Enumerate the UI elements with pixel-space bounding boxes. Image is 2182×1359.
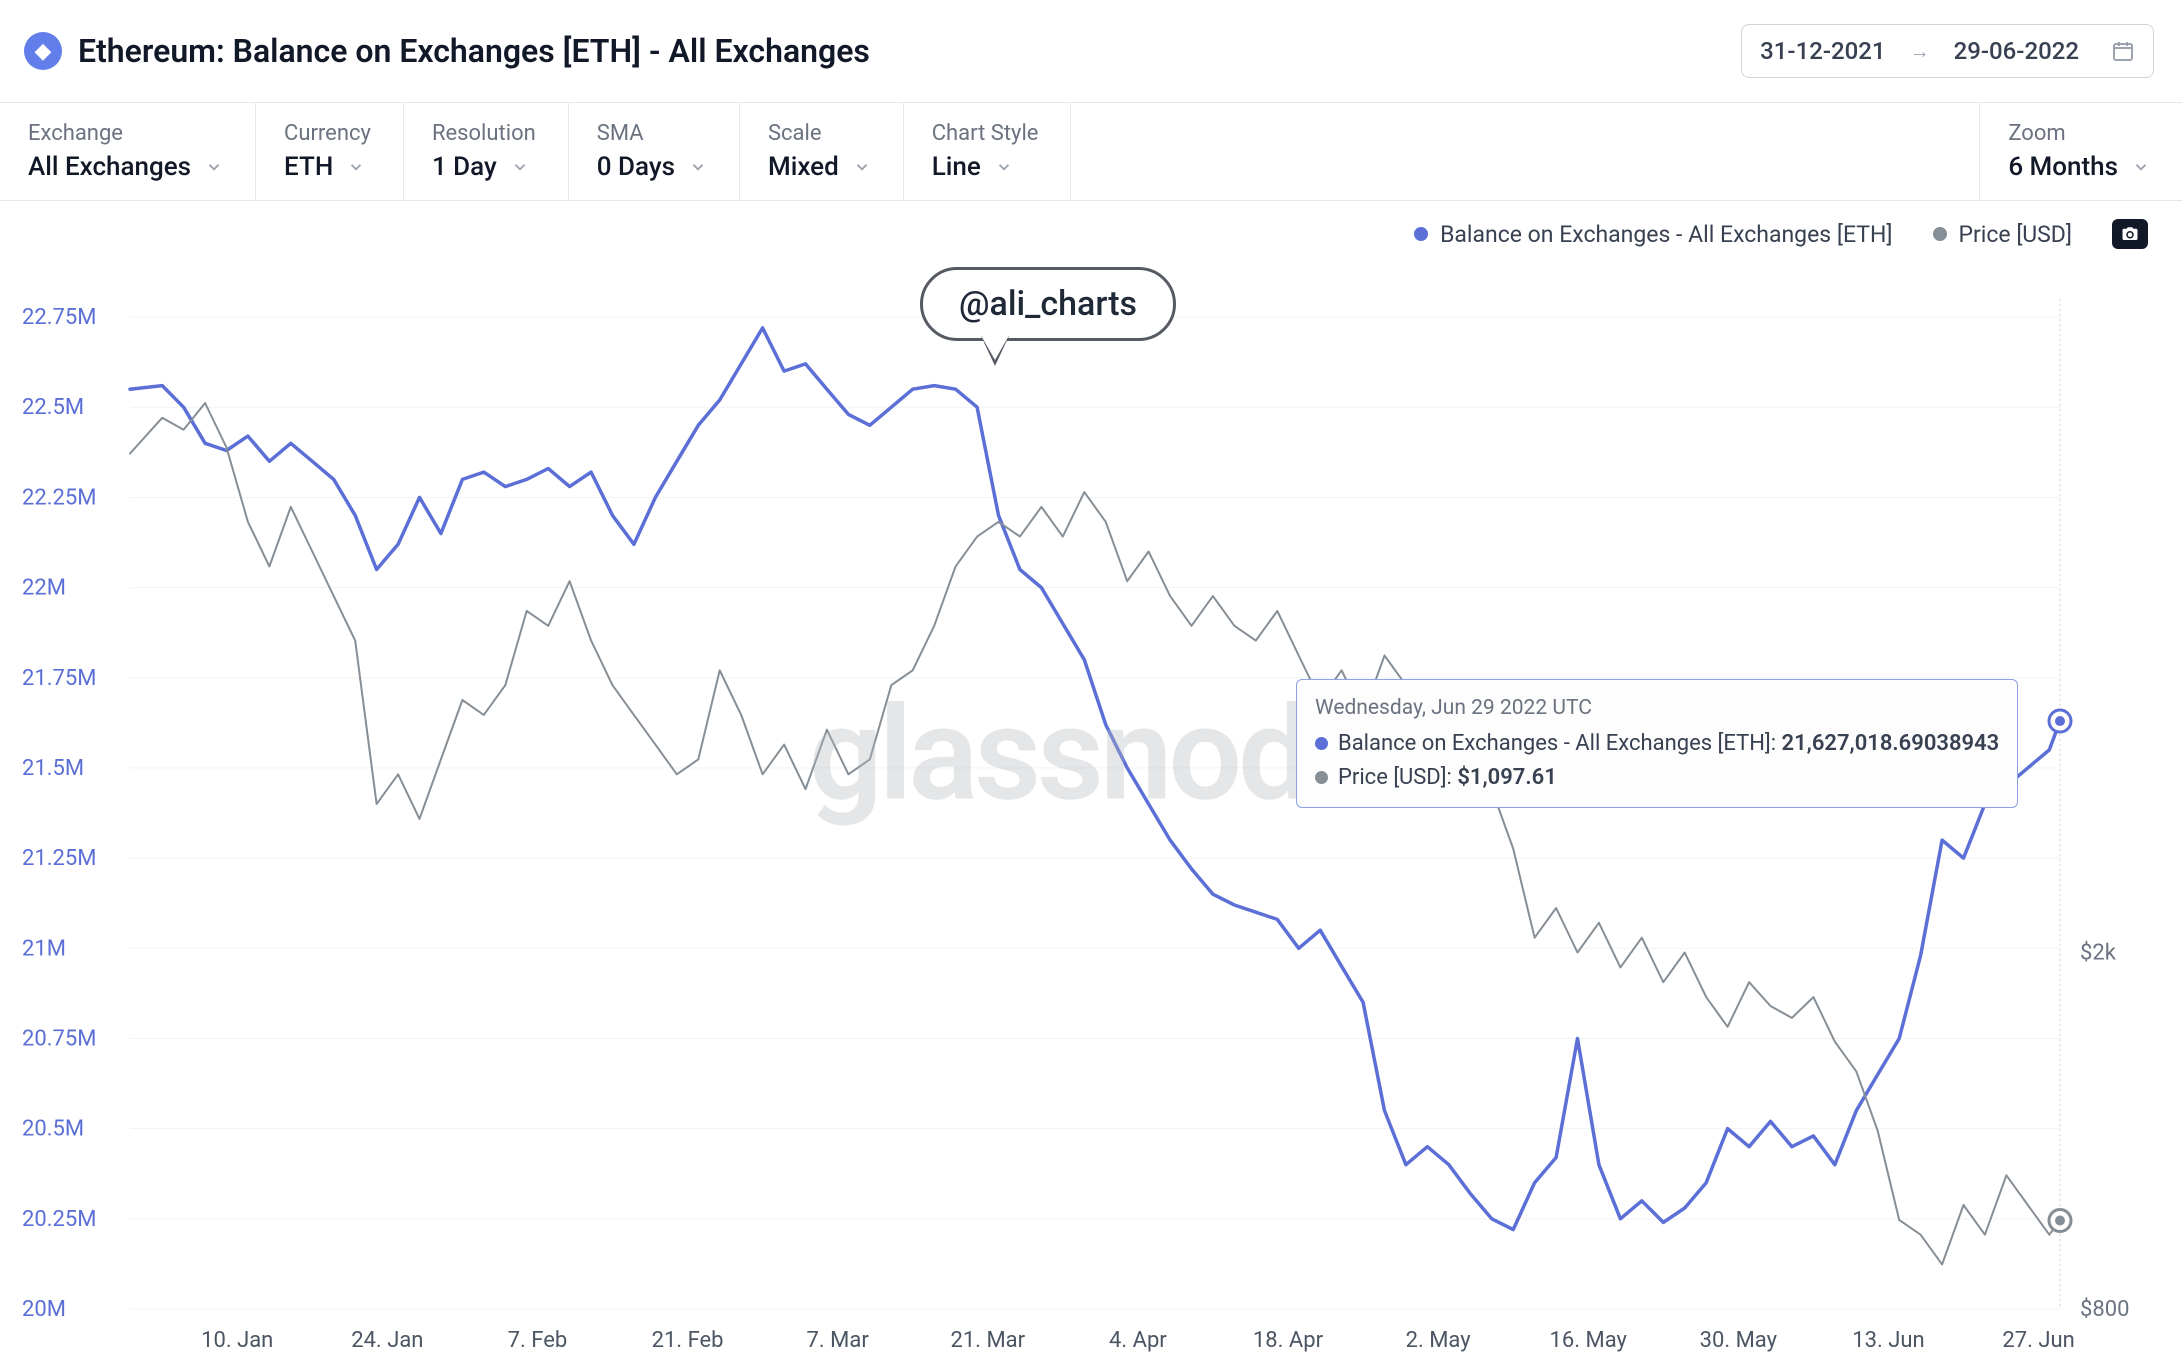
svg-text:$2k: $2k (2080, 941, 2117, 966)
svg-text:30. May: 30. May (1700, 1328, 1778, 1353)
chevron-down-icon (2132, 158, 2150, 176)
svg-text:2. May: 2. May (1406, 1328, 1472, 1353)
chevron-down-icon (853, 158, 871, 176)
svg-text:22.25M: 22.25M (22, 485, 96, 510)
svg-text:24. Jan: 24. Jan (351, 1328, 423, 1353)
svg-text:21M: 21M (22, 936, 66, 961)
filter-currency[interactable]: Currency ETH (256, 103, 404, 200)
date-from: 31-12-2021 (1760, 37, 1885, 65)
svg-text:22.75M: 22.75M (22, 305, 96, 330)
attribution-bubble: @ali_charts (920, 267, 1176, 341)
calendar-icon (2111, 39, 2135, 63)
svg-text:22M: 22M (22, 576, 66, 601)
legend-dot (1933, 227, 1947, 241)
svg-text:$800: $800 (2080, 1297, 2129, 1322)
filter-zoom[interactable]: Zoom 6 Months (1980, 103, 2182, 200)
screenshot-button[interactable] (2112, 219, 2148, 249)
tooltip-date: Wednesday, Jun 29 2022 UTC (1315, 692, 1999, 725)
svg-text:4. Apr: 4. Apr (1109, 1328, 1167, 1353)
svg-text:20.75M: 20.75M (22, 1026, 96, 1051)
svg-text:13. Jun: 13. Jun (1852, 1328, 1924, 1353)
svg-text:27. Jun: 27. Jun (2002, 1328, 2074, 1353)
filter-resolution[interactable]: Resolution 1 Day (404, 103, 569, 200)
chevron-down-icon (995, 158, 1013, 176)
chevron-down-icon (347, 158, 365, 176)
date-range-picker[interactable]: 31-12-2021 → 29-06-2022 (1741, 24, 2154, 78)
filter-chart-style[interactable]: Chart Style Line (904, 103, 1072, 200)
svg-text:21.75M: 21.75M (22, 666, 96, 691)
chevron-down-icon (689, 158, 707, 176)
legend: Balance on Exchanges - All Exchanges [ET… (0, 201, 2182, 259)
filter-sma[interactable]: SMA 0 Days (569, 103, 740, 200)
filter-scale[interactable]: Scale Mixed (740, 103, 904, 200)
svg-text:10. Jan: 10. Jan (201, 1328, 273, 1353)
filter-exchange[interactable]: Exchange All Exchanges (0, 103, 256, 200)
svg-text:22.5M: 22.5M (22, 395, 84, 420)
filter-bar: Exchange All Exchanges Currency ETH Reso… (0, 103, 2182, 201)
svg-text:20.25M: 20.25M (22, 1207, 96, 1232)
svg-text:16. May: 16. May (1550, 1328, 1628, 1353)
chevron-down-icon (205, 158, 223, 176)
svg-text:21. Mar: 21. Mar (950, 1328, 1025, 1353)
svg-text:7. Mar: 7. Mar (807, 1328, 870, 1353)
svg-text:18. Apr: 18. Apr (1253, 1328, 1324, 1353)
legend-item-balance[interactable]: Balance on Exchanges - All Exchanges [ET… (1414, 221, 1892, 248)
legend-item-price[interactable]: Price [USD] (1933, 221, 2073, 248)
tooltip: Wednesday, Jun 29 2022 UTC Balance on Ex… (1296, 679, 2018, 808)
chart[interactable]: 20M 20.25M 20.5M 20.75M 21M 21.25M 21.5M 21.75M… (0, 259, 2182, 1359)
chevron-down-icon (511, 158, 529, 176)
page-title: Ethereum: Balance on Exchanges [ETH] - A… (78, 32, 870, 70)
legend-dot (1414, 227, 1428, 241)
arrow-right-icon: → (1910, 39, 1930, 64)
header: ◆ Ethereum: Balance on Exchanges [ETH] -… (0, 0, 2182, 103)
svg-text:20.5M: 20.5M (22, 1117, 84, 1142)
date-to: 29-06-2022 (1954, 37, 2079, 65)
svg-text:21.5M: 21.5M (22, 756, 84, 781)
ethereum-icon: ◆ (24, 32, 62, 70)
svg-text:7. Feb: 7. Feb (508, 1328, 568, 1353)
svg-text:21.25M: 21.25M (22, 846, 96, 871)
svg-text:21. Feb: 21. Feb (652, 1328, 724, 1353)
svg-text:20M: 20M (22, 1297, 66, 1322)
